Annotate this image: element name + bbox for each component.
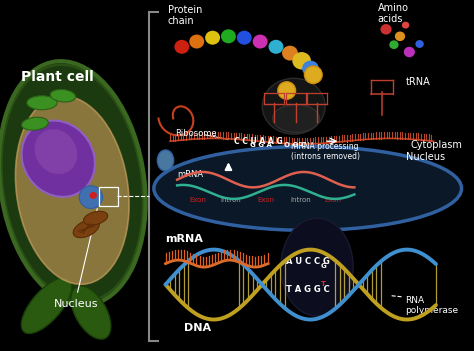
Ellipse shape [22,120,95,197]
Text: mRNA: mRNA [177,170,203,179]
Text: tRNA: tRNA [406,77,430,87]
Text: mRNA processing
(introns removed): mRNA processing (introns removed) [292,142,360,161]
Text: Nucleus: Nucleus [406,152,445,162]
Text: Protein
chain: Protein chain [168,5,202,26]
Text: T: T [321,281,326,287]
Text: Intron: Intron [291,197,311,203]
Ellipse shape [79,186,102,208]
Text: Intron: Intron [220,197,241,203]
Ellipse shape [402,22,410,29]
Ellipse shape [22,117,48,130]
Ellipse shape [237,31,252,45]
Ellipse shape [189,34,204,48]
Ellipse shape [273,105,319,132]
Ellipse shape [154,146,462,230]
Text: G G A: G G A [250,142,272,148]
Ellipse shape [71,286,111,339]
Text: C C U A A G: C C U A A G [235,137,283,146]
Ellipse shape [292,52,311,69]
Text: DNA: DNA [184,323,211,333]
Ellipse shape [73,220,100,238]
Ellipse shape [415,40,424,48]
Text: G: G [321,263,327,269]
Text: Plant cell: Plant cell [21,69,94,84]
Ellipse shape [83,211,108,225]
Text: O O C: O O C [283,142,306,148]
Ellipse shape [253,34,268,48]
Text: Exon: Exon [190,197,207,203]
Ellipse shape [50,90,76,102]
Ellipse shape [302,61,319,77]
Text: mRNA: mRNA [165,234,203,244]
Ellipse shape [205,31,220,45]
Text: A U C C G: A U C C G [286,257,329,266]
Ellipse shape [21,278,72,333]
Ellipse shape [1,65,143,302]
Text: Amino
acids: Amino acids [378,3,409,24]
Ellipse shape [278,82,296,99]
Text: T A G G C: T A G G C [286,285,329,294]
Text: Pro: Pro [278,88,291,93]
Ellipse shape [157,150,173,171]
Text: Nucleus: Nucleus [54,299,98,309]
Text: Lys: Lys [306,72,317,77]
Ellipse shape [395,32,405,41]
Text: Exon: Exon [257,197,274,203]
Ellipse shape [174,40,189,54]
Ellipse shape [282,46,298,60]
Ellipse shape [404,47,415,57]
Ellipse shape [381,24,392,34]
Ellipse shape [262,78,325,134]
Ellipse shape [269,40,283,54]
Ellipse shape [304,66,322,84]
Text: Ribosome: Ribosome [175,129,217,138]
Ellipse shape [27,96,57,110]
Text: Cytoplasm: Cytoplasm [410,140,462,150]
Ellipse shape [221,29,236,43]
Text: Exon: Exon [325,197,342,203]
Text: RNA
polymerase: RNA polymerase [406,296,459,315]
Ellipse shape [16,96,129,284]
Ellipse shape [35,129,77,174]
Ellipse shape [90,192,97,199]
Ellipse shape [389,40,399,49]
Ellipse shape [281,218,353,316]
